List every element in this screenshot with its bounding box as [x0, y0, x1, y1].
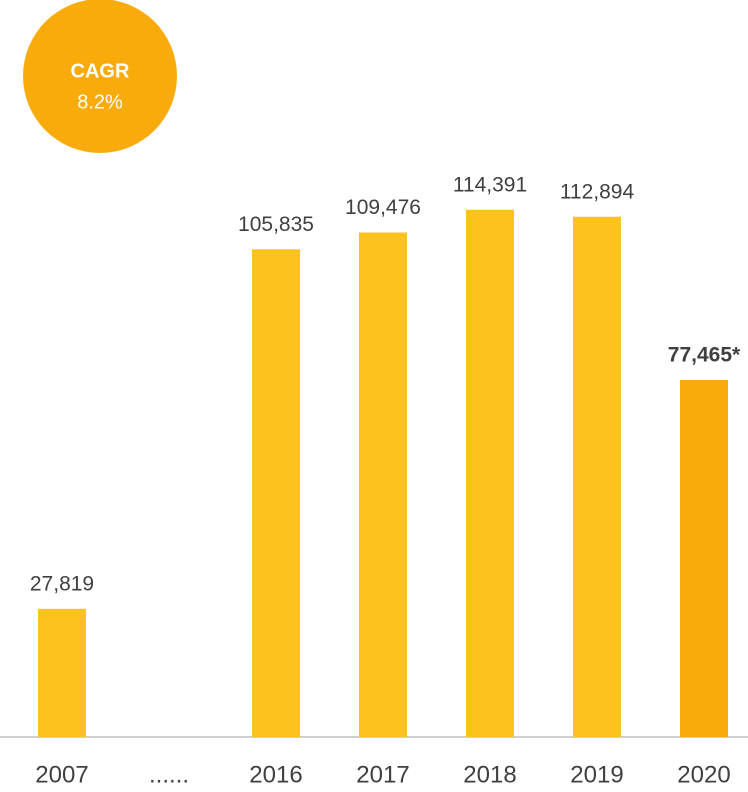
value-label: 114,391 — [453, 173, 527, 196]
x-tick-label: 2017 — [356, 761, 409, 788]
bar — [466, 209, 514, 737]
cagr-title: CAGR — [71, 60, 130, 82]
bar — [680, 380, 728, 737]
x-tick-label: 2020 — [677, 761, 730, 788]
x-tick-label: 2007 — [35, 761, 88, 788]
value-label: 105,835 — [238, 213, 314, 236]
cagr-badge — [23, 0, 177, 153]
bar — [252, 249, 300, 737]
value-label: 109,476 — [345, 196, 421, 219]
bar — [38, 608, 86, 737]
value-label: 112,894 — [560, 180, 635, 203]
value-label: 27,819 — [30, 572, 94, 595]
bar — [359, 232, 407, 737]
value-label: 77,465* — [668, 344, 741, 367]
x-tick-label: 2019 — [570, 761, 623, 788]
x-tick-label: 2016 — [249, 761, 302, 788]
x-tick-label: ...... — [149, 761, 189, 788]
cagr-value: 8.2% — [77, 91, 123, 113]
bar — [573, 216, 621, 737]
x-tick-label: 2018 — [463, 761, 516, 788]
